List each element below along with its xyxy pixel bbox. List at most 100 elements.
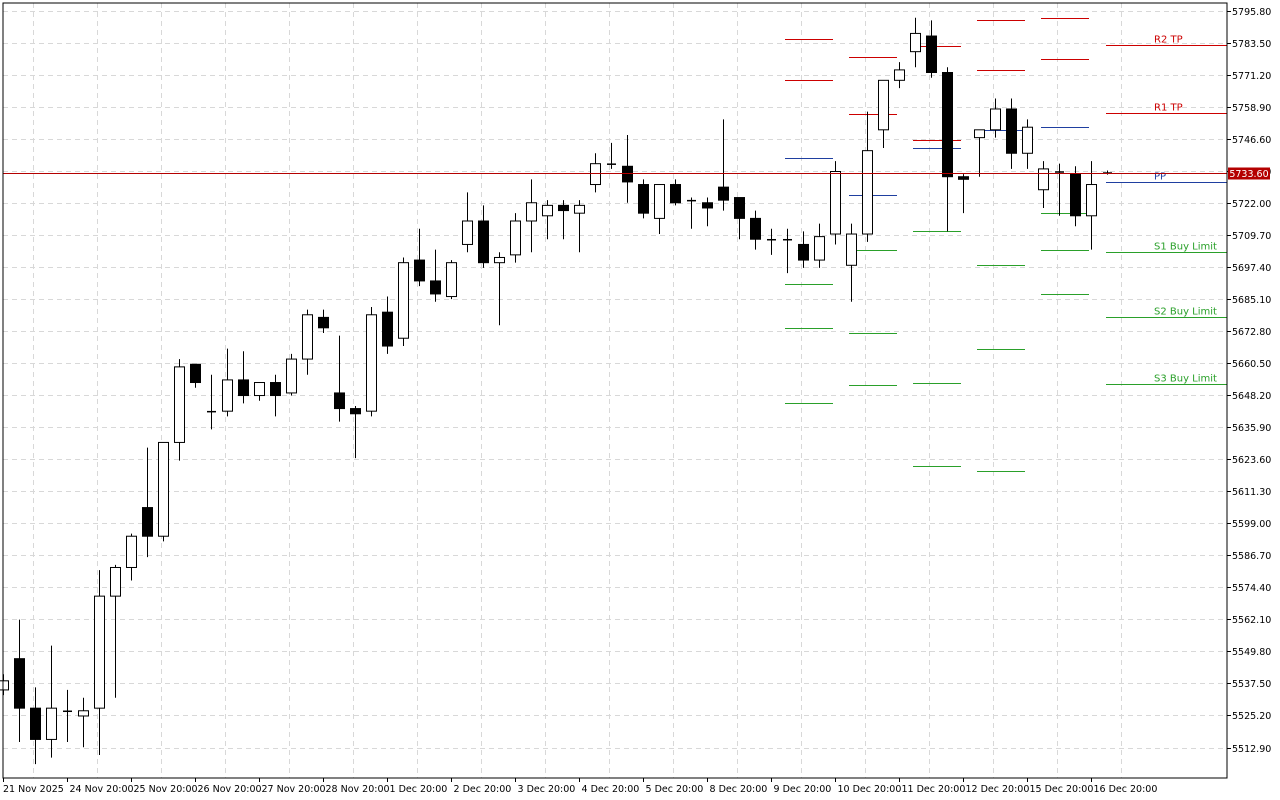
candle-body-bull: [494, 256, 505, 264]
candle-body-bull: [542, 204, 553, 217]
y-tick-label: 5672.80: [1232, 327, 1271, 338]
candle-body-bull: [590, 163, 601, 186]
y-tick-label: 5623.60: [1232, 455, 1271, 466]
x-tick-label: 16 Dec 20:00: [1094, 784, 1158, 795]
candle: [718, 119, 729, 211]
candle: [862, 111, 873, 242]
y-tick-label: 5783.50: [1232, 39, 1271, 50]
candle: [1022, 119, 1033, 169]
candle-body-bull: [510, 220, 521, 256]
current-price-badge-box: [1228, 167, 1270, 180]
x-tick-label: 28 Nov 20:00: [326, 784, 390, 795]
candle-body-bear: [14, 658, 25, 709]
candle-body-bull: [110, 566, 121, 597]
candle: [30, 687, 41, 765]
candle-body-bear: [718, 186, 729, 201]
x-tick-label: 25 Nov 20:00: [134, 784, 198, 795]
candle-body-bull: [302, 314, 313, 360]
current-price-badge: 5733.60: [1228, 167, 1270, 180]
candle: [1070, 166, 1081, 227]
candle: [46, 645, 57, 758]
candle: [670, 179, 681, 206]
candle-body-bull: [222, 379, 233, 412]
candle: [526, 179, 537, 253]
candle-body-bull: [910, 32, 921, 53]
candle: [750, 210, 761, 250]
candle-body-bull: [894, 69, 905, 81]
candle-body-bear: [142, 507, 153, 537]
y-tick-label: 5586.70: [1232, 551, 1271, 562]
candle-body-bull: [158, 441, 169, 537]
candle-body-bull: [286, 358, 297, 394]
candle: [222, 348, 233, 417]
x-tick-label: 8 Dec 20:00: [710, 784, 768, 795]
candle: [254, 382, 265, 401]
candle: [174, 359, 185, 461]
candle-body-bull: [0, 680, 9, 691]
candle-body-bull: [990, 108, 1001, 131]
y-tick-label: 5709.70: [1232, 231, 1271, 242]
candle: [510, 213, 521, 263]
candle-body-bear: [734, 197, 745, 219]
candle: [767, 228, 776, 255]
candle: [1086, 161, 1097, 250]
candle-body-bull: [830, 170, 841, 235]
current-level-label-r1: R1 TP: [1154, 103, 1183, 114]
current-price-label: 5733.60: [1229, 169, 1268, 180]
candles: [0, 17, 1112, 765]
candle-body-bull: [126, 535, 137, 568]
candle-body-bull: [878, 79, 889, 131]
y-tick-label: 5795.80: [1232, 7, 1271, 18]
candle: [574, 200, 585, 253]
candle-body-bear: [318, 316, 329, 329]
candle-body-bear: [382, 311, 393, 347]
candle-body-bull: [78, 710, 89, 717]
candle-body-bull: [398, 262, 409, 339]
x-tick-label: 15 Dec 20:00: [1030, 784, 1094, 795]
candle: [702, 197, 713, 227]
candle: [1055, 163, 1064, 216]
candle-body-bull: [974, 129, 985, 139]
candle: [398, 257, 409, 347]
time-axis[interactable]: 21 Nov 2025 24 Nov 20:00 25 Nov 20:00 26 No…: [3, 778, 1157, 795]
candle: [1038, 161, 1049, 208]
x-tick-label: 5 Dec 20:00: [646, 784, 704, 795]
candle-body-bear: [750, 217, 761, 240]
y-tick-label: 5635.90: [1232, 423, 1271, 434]
candle: [894, 62, 905, 89]
candle: [238, 351, 249, 404]
candle: [1006, 98, 1017, 169]
x-tick-label: 9 Dec 20:00: [774, 784, 832, 795]
candle-body-bear: [350, 408, 361, 415]
candle: [622, 135, 633, 203]
candle: [846, 223, 857, 302]
candle: [542, 200, 553, 240]
candle: [990, 98, 1001, 138]
candle-body-bear: [270, 382, 281, 397]
candle: [590, 153, 601, 193]
candle-body-bull: [94, 595, 105, 709]
candle: [446, 260, 457, 300]
y-tick-label: 5685.10: [1232, 295, 1271, 306]
candle-body-bull: [446, 262, 457, 298]
candle: [334, 335, 345, 422]
candle-body-bull: [862, 150, 873, 235]
candle-body-bear: [702, 202, 713, 209]
x-tick-label: 3 Dec 20:00: [518, 784, 576, 795]
candle: [478, 205, 489, 268]
y-tick-label: 5697.40: [1232, 263, 1271, 274]
y-tick-label: 5611.30: [1232, 487, 1271, 498]
candle: [430, 249, 441, 302]
candle: [318, 309, 329, 334]
y-tick-label: 5599.00: [1232, 519, 1271, 530]
candle-body-bull: [462, 220, 473, 245]
current-level-label-s3: S3 Buy Limit: [1154, 374, 1217, 385]
candle-body-bear: [238, 379, 249, 397]
candle: [958, 174, 969, 214]
candle-body-bear: [942, 72, 953, 178]
candle: [286, 353, 297, 396]
candle: [878, 79, 889, 149]
candle-body-bull: [46, 707, 57, 740]
